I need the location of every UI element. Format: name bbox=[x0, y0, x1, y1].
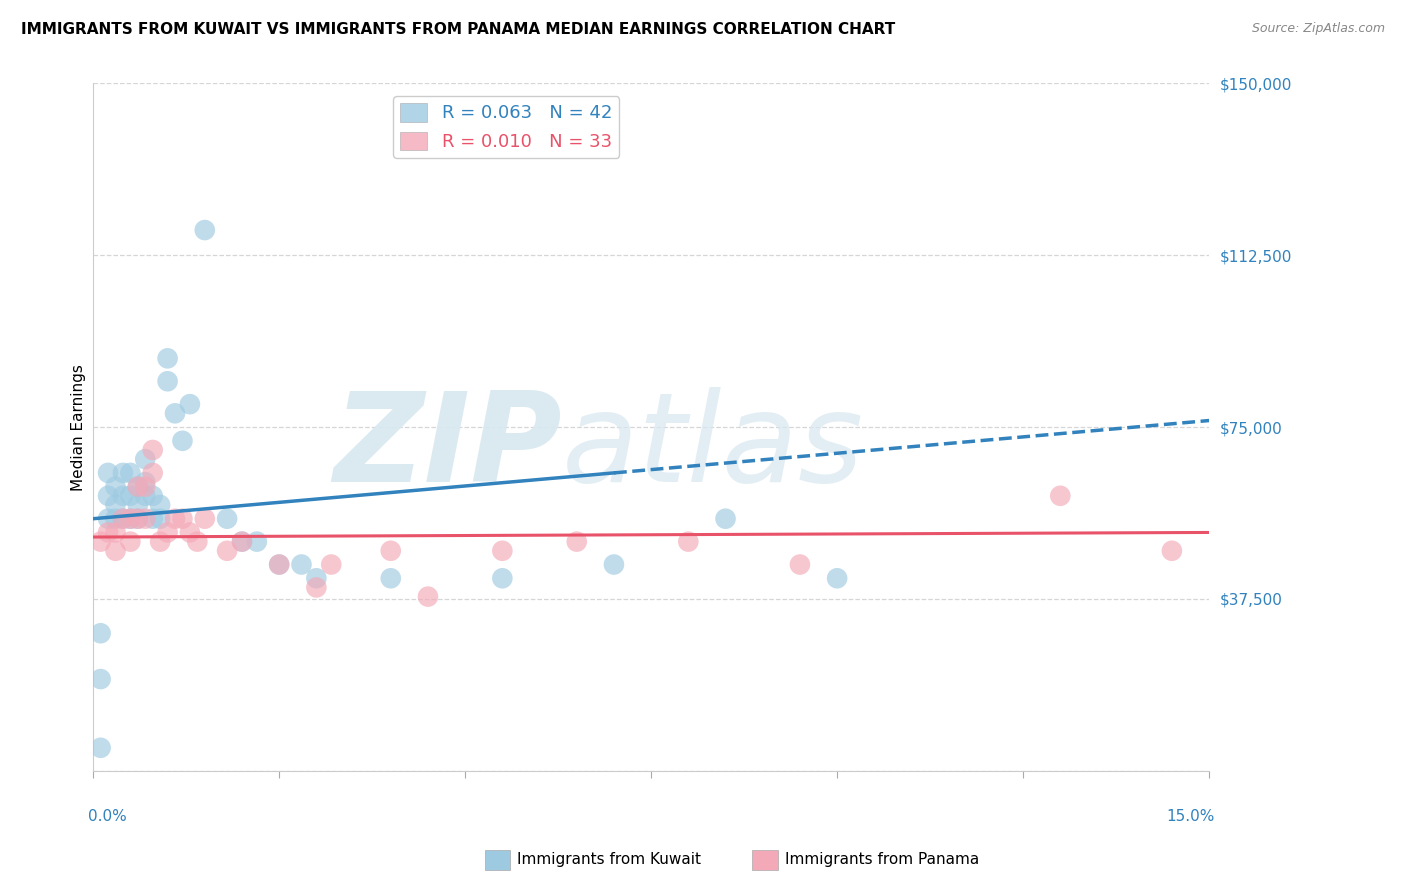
Point bbox=[90, 740, 112, 755]
Point bbox=[142, 489, 165, 503]
Point bbox=[678, 534, 700, 549]
Point bbox=[134, 452, 156, 467]
Point bbox=[380, 571, 402, 585]
Point bbox=[217, 543, 239, 558]
Point bbox=[186, 534, 208, 549]
Point bbox=[565, 534, 588, 549]
Point bbox=[104, 543, 127, 558]
Point bbox=[149, 534, 172, 549]
Point bbox=[305, 581, 328, 595]
Legend: R = 0.063   N = 42, R = 0.010   N = 33: R = 0.063 N = 42, R = 0.010 N = 33 bbox=[392, 96, 619, 158]
Point bbox=[127, 480, 149, 494]
Text: Source: ZipAtlas.com: Source: ZipAtlas.com bbox=[1251, 22, 1385, 36]
Point bbox=[120, 512, 142, 526]
Point bbox=[142, 512, 165, 526]
Point bbox=[156, 525, 179, 540]
Point bbox=[90, 672, 112, 686]
Point bbox=[714, 512, 737, 526]
Point bbox=[104, 525, 127, 540]
Point bbox=[231, 534, 253, 549]
Point bbox=[172, 512, 194, 526]
Text: 0.0%: 0.0% bbox=[87, 808, 127, 823]
Point bbox=[149, 512, 172, 526]
Point bbox=[231, 534, 253, 549]
Point bbox=[134, 475, 156, 489]
Point bbox=[1160, 543, 1182, 558]
Point bbox=[120, 466, 142, 480]
Point bbox=[491, 543, 513, 558]
Point bbox=[603, 558, 626, 572]
Point bbox=[97, 489, 120, 503]
Point bbox=[142, 466, 165, 480]
Point bbox=[90, 626, 112, 640]
Point bbox=[416, 590, 439, 604]
Point bbox=[127, 512, 149, 526]
Point bbox=[97, 466, 120, 480]
Text: 15.0%: 15.0% bbox=[1167, 808, 1215, 823]
Point bbox=[1049, 489, 1071, 503]
Point bbox=[290, 558, 312, 572]
Point bbox=[104, 512, 127, 526]
Point bbox=[172, 434, 194, 448]
Point bbox=[217, 512, 239, 526]
Point bbox=[134, 480, 156, 494]
Point bbox=[156, 351, 179, 366]
Point bbox=[163, 406, 186, 420]
Point bbox=[825, 571, 848, 585]
Point bbox=[179, 397, 201, 411]
Point bbox=[97, 512, 120, 526]
Point bbox=[127, 480, 149, 494]
Point bbox=[305, 571, 328, 585]
Point bbox=[134, 489, 156, 503]
Point bbox=[111, 512, 134, 526]
Point bbox=[194, 512, 217, 526]
Point bbox=[163, 512, 186, 526]
Point bbox=[269, 558, 291, 572]
Point bbox=[120, 534, 142, 549]
Point bbox=[179, 525, 201, 540]
Point bbox=[111, 512, 134, 526]
Point bbox=[491, 571, 513, 585]
Point bbox=[127, 512, 149, 526]
Text: ZIP: ZIP bbox=[333, 387, 562, 508]
Point bbox=[142, 442, 165, 457]
Point bbox=[104, 498, 127, 512]
Point bbox=[127, 498, 149, 512]
Point bbox=[111, 489, 134, 503]
Point bbox=[104, 480, 127, 494]
Point bbox=[246, 534, 269, 549]
Y-axis label: Median Earnings: Median Earnings bbox=[72, 364, 86, 491]
Text: atlas: atlas bbox=[562, 387, 865, 508]
Point bbox=[269, 558, 291, 572]
Text: Immigrants from Panama: Immigrants from Panama bbox=[785, 853, 979, 867]
Point bbox=[134, 512, 156, 526]
Point bbox=[156, 374, 179, 388]
Text: Immigrants from Kuwait: Immigrants from Kuwait bbox=[517, 853, 702, 867]
Point bbox=[380, 543, 402, 558]
Text: IMMIGRANTS FROM KUWAIT VS IMMIGRANTS FROM PANAMA MEDIAN EARNINGS CORRELATION CHA: IMMIGRANTS FROM KUWAIT VS IMMIGRANTS FRO… bbox=[21, 22, 896, 37]
Point bbox=[111, 466, 134, 480]
Point bbox=[321, 558, 343, 572]
Point bbox=[120, 489, 142, 503]
Point bbox=[194, 223, 217, 237]
Point bbox=[97, 525, 120, 540]
Point bbox=[120, 512, 142, 526]
Point bbox=[789, 558, 811, 572]
Point bbox=[149, 498, 172, 512]
Point bbox=[90, 534, 112, 549]
